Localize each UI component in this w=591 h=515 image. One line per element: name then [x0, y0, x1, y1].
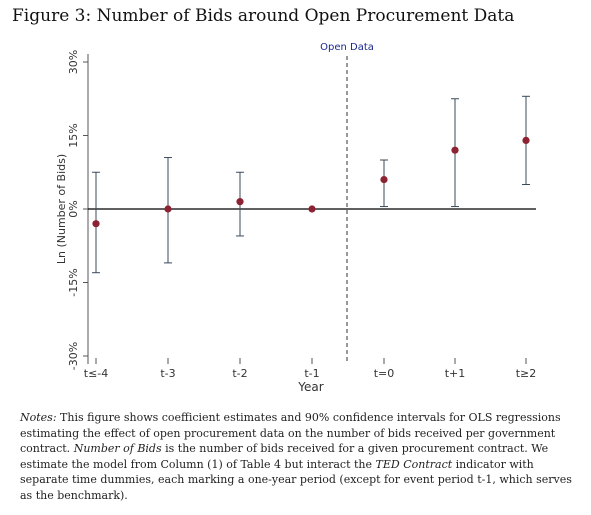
x-tick-label: t-1: [304, 367, 319, 380]
notes-term-number-of-bids: Number of Bids: [73, 442, 162, 455]
y-tick-label: 0%: [67, 200, 80, 217]
y-tick-label: -30%: [67, 342, 80, 370]
chart-axes: [83, 54, 536, 364]
x-tick-label: t+1: [445, 367, 466, 380]
x-tick-label: t=0: [374, 367, 395, 380]
y-axis-title: Ln (Number of Bids): [55, 154, 68, 264]
notes-label: Notes:: [20, 411, 57, 424]
notes-text-3: indicator with separate time dummies, ea…: [20, 457, 572, 502]
x-tick-label: t-3: [160, 367, 175, 380]
coefficient-chart: -30% -15% 0% 15% 30% Ln (Number of Bids) t≤-4 t…: [55, 42, 536, 394]
figure-title: Figure 3: Number of Bids around Open Pro…: [12, 6, 515, 26]
estimate-point: [236, 198, 244, 206]
estimate-point: [308, 205, 316, 213]
estimate-point: [522, 136, 530, 144]
x-tick-label: t-2: [232, 367, 247, 380]
notes-text-1: This figure shows coefficient estimates …: [20, 411, 561, 455]
estimate-point: [92, 220, 100, 228]
x-tick-label: t≤-4: [84, 367, 109, 380]
chart-labels: -30% -15% 0% 15% 30% Ln (Number of Bids) t≤-4 t…: [55, 42, 536, 394]
estimate-point: [380, 176, 388, 184]
x-axis-title: Year: [297, 380, 323, 394]
y-tick-label: 15%: [67, 123, 80, 147]
chart-marks: [92, 95, 530, 274]
estimate-point: [164, 205, 172, 213]
x-tick-label: t≥2: [516, 367, 537, 380]
y-tick-label: 30%: [67, 50, 80, 74]
notes-term-ted-contract: TED Contract: [375, 457, 453, 471]
event-line-label: Open Data: [320, 42, 374, 53]
figure-notes: Notes: This figure shows coefficient est…: [20, 410, 575, 503]
notes-text-2: is the number of bids received for a giv…: [20, 442, 549, 471]
y-tick-label: -15%: [67, 268, 80, 296]
estimate-point: [451, 146, 459, 154]
